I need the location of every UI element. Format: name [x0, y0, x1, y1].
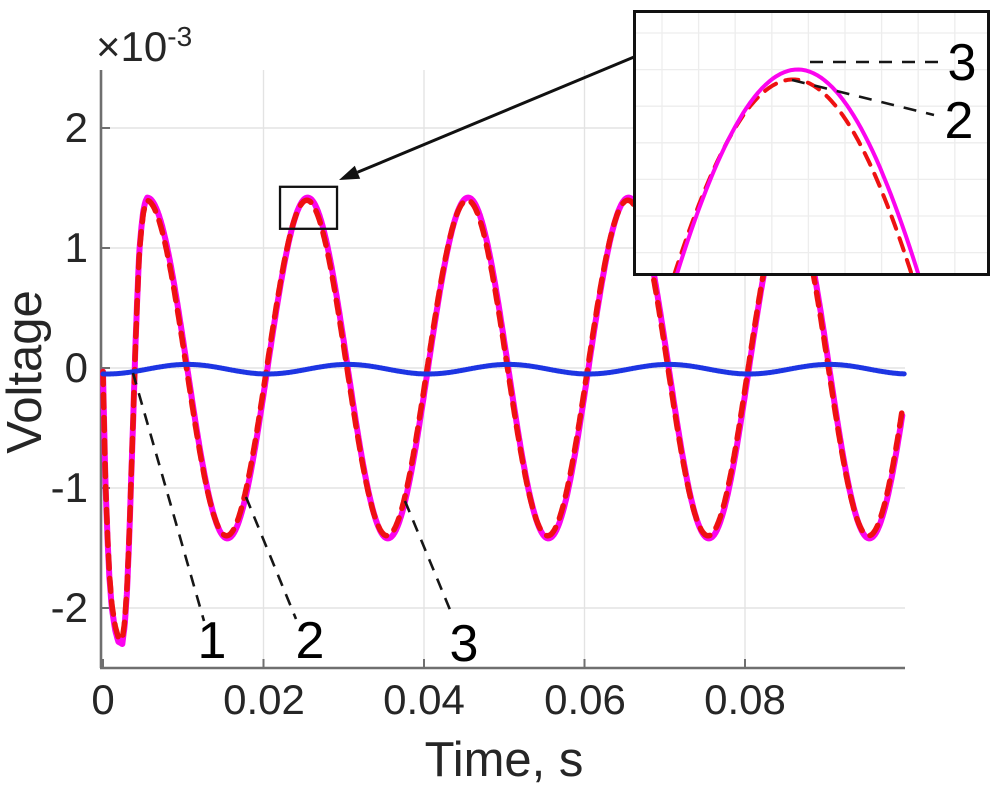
curve-label-3: 3	[449, 615, 479, 673]
x-axis-label: Time, s	[424, 733, 584, 787]
x-tick-006: 0.06	[544, 676, 626, 723]
x-tick-008: 0.08	[704, 676, 786, 723]
zoom-rectangle	[278, 185, 339, 230]
y-tick-neg2: -2	[50, 584, 88, 631]
inset-arrow-head	[339, 165, 361, 180]
leader-line-1	[131, 372, 206, 622]
curve-label-2: 2	[295, 612, 325, 670]
y-tick-0: 0	[64, 344, 88, 391]
inset-label-3: 3	[947, 34, 977, 92]
y-tick-2: 2	[64, 104, 88, 151]
y-axis-multiplier: ×10-3	[96, 14, 192, 70]
x-tick-002: 0.02	[223, 676, 305, 723]
zoom-inset: 3 2	[633, 10, 990, 276]
multiplier-base: ×10	[96, 23, 168, 70]
curve-1-blue	[100, 361, 907, 377]
leader-line-2	[244, 496, 298, 620]
x-tick-004: 0.04	[383, 676, 465, 723]
leader-line-3	[403, 500, 455, 618]
inset-arrow-line	[356, 55, 635, 174]
inset-plot	[636, 13, 987, 273]
multiplier-exponent: -3	[167, 21, 193, 52]
inset-leader-2	[791, 78, 935, 117]
inset-curve-3-magenta	[675, 67, 921, 273]
y-axis-label: Voltage	[0, 290, 52, 454]
x-tick-0: 0	[91, 676, 115, 723]
curve-label-1: 1	[197, 612, 227, 670]
y-tick-1: 1	[64, 224, 88, 271]
inset-label-2: 2	[944, 92, 974, 150]
y-tick-neg1: -1	[50, 464, 88, 511]
